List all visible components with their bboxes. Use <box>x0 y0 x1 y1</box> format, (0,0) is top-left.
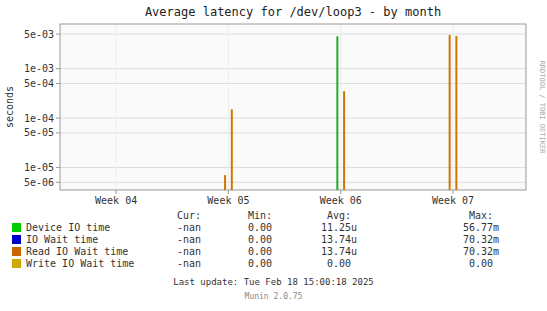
grid-line-y <box>60 34 526 35</box>
legend-swatch <box>12 235 21 244</box>
tick-y <box>56 132 60 133</box>
tick-label-x: Week 06 <box>320 195 362 206</box>
grid-line-x <box>228 24 229 190</box>
y-axis-label: seconds <box>4 86 15 128</box>
legend-header: Max: <box>469 210 493 221</box>
legend-value: -nan <box>177 258 201 269</box>
grid-line-x <box>453 24 454 190</box>
legend-value: 0.00 <box>248 258 272 269</box>
spike <box>224 175 226 190</box>
legend-swatch <box>12 223 21 232</box>
tick-label-x: Week 04 <box>95 195 137 206</box>
tick-y <box>56 182 60 183</box>
spike <box>336 36 338 190</box>
legend-value: 0.00 <box>469 258 493 269</box>
legend-value: 56.77m <box>463 222 499 233</box>
chart: 5e-06 1e-05 5e-05 1e-04 5e-04 1e-03 5e-03 Week … <box>0 0 547 311</box>
grid <box>60 24 526 190</box>
legend-value: 0.00 <box>327 258 351 269</box>
legend-header: Min: <box>248 210 272 221</box>
watermark: RRDTOOL / TOBI OETIKER <box>538 61 546 155</box>
spike <box>343 91 345 190</box>
tick-y <box>56 167 60 168</box>
legend-value: -nan <box>177 234 201 245</box>
spike <box>455 36 457 190</box>
legend-value: 13.74u <box>321 246 357 257</box>
legend-value: 11.25u <box>321 222 357 233</box>
axes: 5e-06 1e-05 5e-05 1e-04 5e-04 1e-03 5e-03 Week … <box>24 29 474 206</box>
grid-line-x <box>116 24 117 190</box>
legend: Cur: Min: Avg: Max: Device IO time -nan 0.00 11… <box>12 210 499 269</box>
grid-line-x <box>340 24 341 190</box>
spike <box>449 35 451 190</box>
legend-value: 70.32m <box>463 234 499 245</box>
tick-label-y: 5e-05 <box>24 127 54 138</box>
tick-y <box>56 118 60 119</box>
plot-area <box>60 24 526 190</box>
legend-value: 70.32m <box>463 246 499 257</box>
legend-value: -nan <box>177 222 201 233</box>
tick-x <box>116 190 117 194</box>
legend-label: Device IO time <box>26 222 110 233</box>
legend-value: 0.00 <box>248 234 272 245</box>
tick-x <box>453 190 454 194</box>
tick-x <box>340 190 341 194</box>
legend-label: IO Wait time <box>26 234 98 245</box>
legend-value: 13.74u <box>321 234 357 245</box>
legend-label: Read IO Wait time <box>26 246 128 257</box>
title: Average latency for /dev/loop3 - by mont… <box>145 5 441 19</box>
tick-y <box>56 83 60 84</box>
tick-x <box>228 190 229 194</box>
legend-header: Avg: <box>327 210 351 221</box>
tick-label-x: Week 07 <box>432 195 474 206</box>
tick-label-y: 5e-04 <box>24 78 54 89</box>
tick-label-y: 1e-05 <box>24 162 54 173</box>
spike <box>231 109 233 190</box>
tick-y <box>56 34 60 35</box>
legend-value: 0.00 <box>248 246 272 257</box>
spikes <box>225 35 456 190</box>
version: Munin 2.0.75 <box>245 292 303 301</box>
tick-label-x: Week 05 <box>207 195 249 206</box>
legend-value: 0.00 <box>248 222 272 233</box>
legend-swatch <box>12 247 21 256</box>
legend-label: Write IO Wait time <box>26 258 134 269</box>
last-update: Last update: Tue Feb 18 15:00:18 2025 <box>173 277 373 287</box>
legend-swatch <box>12 259 21 268</box>
legend-value: -nan <box>177 246 201 257</box>
tick-label-y: 5e-06 <box>24 177 54 188</box>
tick-label-y: 5e-03 <box>24 29 54 40</box>
tick-y <box>56 68 60 69</box>
tick-label-y: 1e-03 <box>24 63 54 74</box>
plot-frame <box>60 24 526 190</box>
legend-header: Cur: <box>177 210 201 221</box>
tick-label-y: 1e-04 <box>24 113 54 124</box>
